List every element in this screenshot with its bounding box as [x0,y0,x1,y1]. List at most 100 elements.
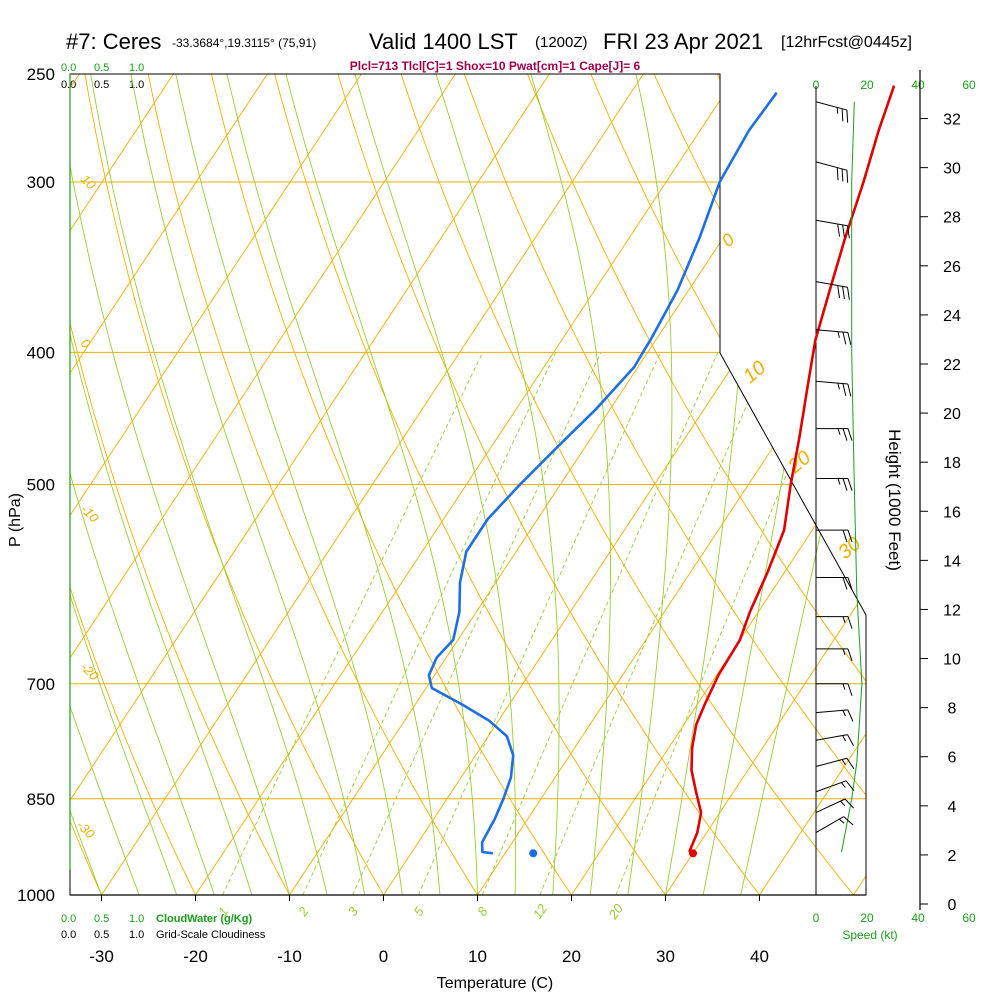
wind-barb-flag [847,332,852,345]
wind-barb-half-flag [842,735,847,742]
wind-barb-staff [815,219,848,227]
cloudiness-tick-bottom-0: 0.0 [61,929,76,941]
mixing-ratio-label: 3 [345,904,362,919]
wind-barb-flag [842,428,848,441]
dry-adiabat-line [590,74,866,895]
forecast-run: [12hrFcst@0445z] [781,34,912,51]
speed-tick-top-2: 40 [911,78,925,92]
cloudiness-tick-bottom-1: 0.5 [94,929,109,941]
wind-barb-flag [842,224,845,238]
wind-barb-flag [847,478,853,491]
mixing-ratio-line [481,352,719,895]
pressure-tick-label: 500 [27,476,55,495]
x-tick-label: 40 [750,947,769,966]
wind-barb-staff [815,161,848,171]
wind-barb-flag [842,286,845,299]
wind-barb [815,734,854,747]
theta-e-label: 30 [834,533,865,564]
wind-barb-staff [815,780,847,793]
cloudwater-tick-top-1: 0.5 [94,62,109,74]
moist-adiabat-line [226,74,441,895]
x-tick-label: -20 [183,947,208,966]
mixing-ratio-lines [222,352,839,895]
y-axis-title: P (hPa) [7,493,24,547]
x-tick-label: 30 [656,947,675,966]
speed-tick-top-1: 20 [860,78,874,92]
cloudwater-tick-top-2: 1.0 [129,62,144,74]
wind-barb-flag [847,529,853,543]
theta-e-label: 20 [783,447,815,479]
wind-barb [816,478,853,491]
speed-tick-bottom-1: 20 [860,911,874,925]
site-title: #7: Ceres [66,29,161,54]
plot-frame [69,70,921,910]
wind-barb-half-flag [842,648,846,656]
wind-barb-staff [815,380,848,385]
wind-barb-staff [815,101,848,111]
wind-barb [815,709,854,722]
wind-barb-flag [842,529,848,543]
speed-axis-label: Speed (kt) [842,928,897,942]
dry-adiabat-line [70,74,196,895]
moist-adiabat-line [70,74,215,895]
dry-adiabat-line [0,74,8,895]
height-tick-label: 10 [943,652,961,669]
wind-barb-half-flag [839,818,845,824]
x-tick-label: -10 [277,947,302,966]
wind-barb-flag [846,170,849,183]
zulu-time: (1200Z) [535,34,588,51]
height-tick-label: 16 [943,504,961,521]
moist-adiabat-line [70,74,102,895]
axis-ticks: -30 -20 -10 0 10 20 30 402503004005007008501000… [17,65,961,966]
wind-barb-half-flag [840,800,846,807]
mixing-ratio-label: 5 [410,904,427,919]
height-tick-label: 12 [943,602,961,619]
wind-barb [816,648,853,662]
x-tick-label: 0 [379,947,388,966]
wind-barb [816,616,853,629]
cloudiness-tick-top-2: 1.0 [129,79,144,91]
moist-adiabat-line [90,74,328,895]
wind-barb [815,281,850,300]
dry-adiabat-line [274,74,666,895]
stability-params: Plcl=713 Tlcl[C]=1 Shox=10 Pwat[cm]=1 Ca… [350,59,641,73]
pressure-tick-label: 700 [27,675,55,694]
wind-barb [815,757,855,770]
height-tick-label: 8 [948,701,957,718]
wind-barb-half-flag [837,383,840,390]
speed-tick-bottom-3: 60 [962,911,976,925]
moist-adiabat-line [627,74,673,895]
moist-adiabat-line [285,74,478,895]
speed-tick-top-3: 60 [962,78,976,92]
moist-adiabat-line [70,74,140,895]
x-tick-label: -30 [89,947,114,966]
wind-barb-flag [846,757,855,770]
wind-barb-flag [837,223,841,237]
wind-barb-flag [837,285,841,299]
wind-barb [816,529,853,543]
moist-adiabats [70,74,866,895]
wind-barb-flag [841,108,844,122]
valid-time: Valid 1400 LST [369,29,518,54]
moist-adiabat-line [70,74,253,895]
wind-barb-staff [815,281,848,288]
wind-barb-staff [815,757,848,768]
height-tick-label: 14 [943,553,961,570]
wind-barb-half-flag [837,428,841,435]
moist-adiabat-line [530,74,611,895]
sounding-profiles [427,85,896,858]
cloudwater-label: CloudWater (g/Kg) [156,913,252,925]
speed-tick-top-0: 0 [813,78,820,92]
dry-adiabat-line [463,74,866,895]
dry-adiabat-line [210,74,572,895]
cloudwater-tick-bottom-1: 0.5 [94,913,109,925]
wind-barb-flag [847,287,850,300]
moist-adiabat-line [130,74,366,895]
dry-adiabat-line [843,74,866,895]
wind-barb-flag [842,383,847,397]
cloudiness-label: Grid-Scale Cloudiness [156,929,266,941]
wind-barb [815,101,849,123]
wind-barb [815,798,855,813]
wind-barb-half-flag [842,616,846,623]
surface-temperature-marker [689,849,698,858]
